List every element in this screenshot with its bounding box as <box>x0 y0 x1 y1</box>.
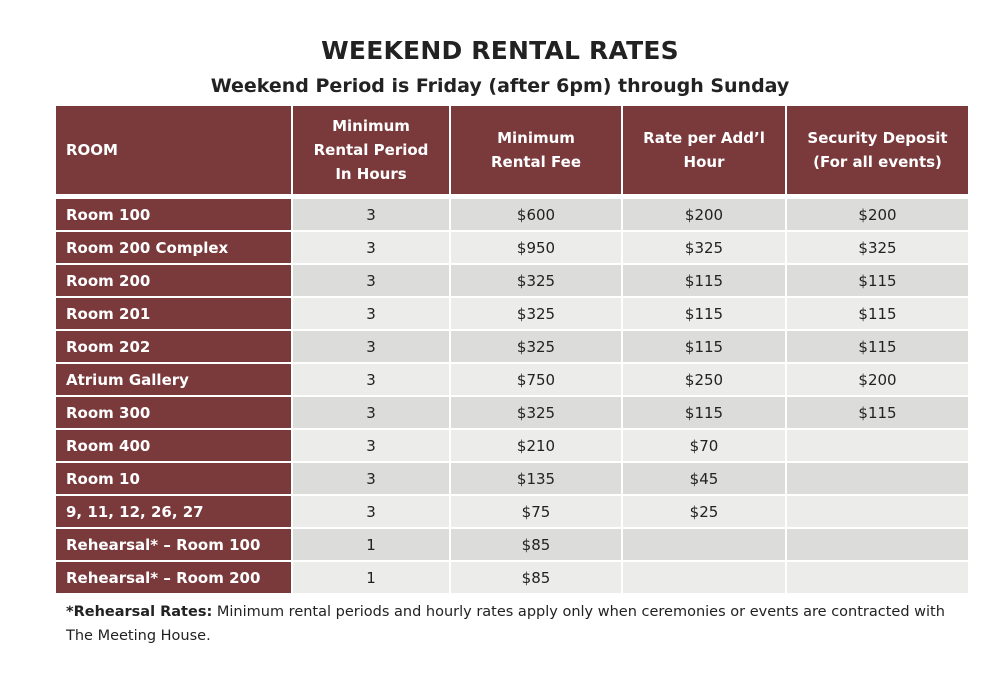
min-fee-cell: $950 <box>451 232 623 265</box>
security-deposit-cell: $115 <box>787 265 968 298</box>
room-name-cell: Room 201 <box>56 298 293 331</box>
hourly-rate-cell: $25 <box>623 496 787 529</box>
room-name-cell: Room 10 <box>56 463 293 496</box>
min-fee-cell: $210 <box>451 430 623 463</box>
min-fee-cell: $325 <box>451 397 623 430</box>
table-row: 9, 11, 12, 26, 27 3 $75 $25 <box>56 496 968 529</box>
hourly-rate-cell <box>623 562 787 595</box>
min-fee-cell: $85 <box>451 529 623 562</box>
security-deposit-cell: $115 <box>787 397 968 430</box>
footnote: *Rehearsal Rates: Minimum rental periods… <box>66 600 946 648</box>
min-fee-cell: $85 <box>451 562 623 595</box>
security-deposit-cell <box>787 562 968 595</box>
room-name-cell: 9, 11, 12, 26, 27 <box>56 496 293 529</box>
min-period-cell: 3 <box>293 232 451 265</box>
table-header-row: ROOM Minimum Rental Period In Hours Mini… <box>56 106 968 194</box>
hourly-rate-cell: $200 <box>623 199 787 232</box>
room-name-cell: Rehearsal* – Room 100 <box>56 529 293 562</box>
room-name-cell: Room 200 <box>56 265 293 298</box>
column-header-security-deposit: Security Deposit (For all events) <box>787 106 968 194</box>
security-deposit-cell <box>787 529 968 562</box>
column-header-min-fee: Minimum Rental Fee <box>451 106 623 194</box>
min-period-cell: 3 <box>293 430 451 463</box>
table-row: Rehearsal* – Room 200 1 $85 <box>56 562 968 595</box>
min-period-cell: 1 <box>293 529 451 562</box>
min-fee-cell: $600 <box>451 199 623 232</box>
table-row: Room 201 3 $325 $115 $115 <box>56 298 968 331</box>
hourly-rate-cell: $115 <box>623 331 787 364</box>
room-name-cell: Rehearsal* – Room 200 <box>56 562 293 595</box>
hourly-rate-cell: $115 <box>623 298 787 331</box>
table-row: Room 10 3 $135 $45 <box>56 463 968 496</box>
min-fee-cell: $75 <box>451 496 623 529</box>
table-row: Room 300 3 $325 $115 $115 <box>56 397 968 430</box>
page-subtitle: Weekend Period is Friday (after 6pm) thr… <box>210 75 790 97</box>
header-separator <box>56 194 968 199</box>
room-name-cell: Room 400 <box>56 430 293 463</box>
room-name-cell: Room 300 <box>56 397 293 430</box>
column-header-min-period: Minimum Rental Period In Hours <box>293 106 451 194</box>
min-fee-cell: $325 <box>451 265 623 298</box>
rental-rates-table: ROOM Minimum Rental Period In Hours Mini… <box>56 106 968 595</box>
security-deposit-cell: $200 <box>787 364 968 397</box>
min-period-cell: 1 <box>293 562 451 595</box>
security-deposit-cell: $325 <box>787 232 968 265</box>
min-fee-cell: $750 <box>451 364 623 397</box>
hourly-rate-cell: $115 <box>623 265 787 298</box>
column-header-hourly-rate: Rate per Add’l Hour <box>623 106 787 194</box>
hourly-rate-cell: $250 <box>623 364 787 397</box>
min-period-cell: 3 <box>293 463 451 496</box>
min-period-cell: 3 <box>293 298 451 331</box>
hourly-rate-cell: $45 <box>623 463 787 496</box>
min-period-cell: 3 <box>293 496 451 529</box>
min-period-cell: 3 <box>293 331 451 364</box>
hourly-rate-cell: $325 <box>623 232 787 265</box>
min-fee-cell: $325 <box>451 298 623 331</box>
hourly-rate-cell: $115 <box>623 397 787 430</box>
min-period-cell: 3 <box>293 364 451 397</box>
table-row: Room 200 3 $325 $115 $115 <box>56 265 968 298</box>
min-fee-cell: $135 <box>451 463 623 496</box>
footnote-text: Minimum rental periods and hourly rates … <box>66 604 945 644</box>
column-header-room: ROOM <box>56 106 293 194</box>
min-fee-cell: $325 <box>451 331 623 364</box>
table-row: Room 202 3 $325 $115 $115 <box>56 331 968 364</box>
room-name-cell: Room 202 <box>56 331 293 364</box>
hourly-rate-cell <box>623 529 787 562</box>
room-name-cell: Room 100 <box>56 199 293 232</box>
table-row: Room 100 3 $600 $200 $200 <box>56 199 968 232</box>
footnote-label: *Rehearsal Rates: <box>66 604 213 620</box>
security-deposit-cell: $115 <box>787 298 968 331</box>
room-name-cell: Room 200 Complex <box>56 232 293 265</box>
table-row: Atrium Gallery 3 $750 $250 $200 <box>56 364 968 397</box>
table-row: Rehearsal* – Room 100 1 $85 <box>56 529 968 562</box>
min-period-cell: 3 <box>293 199 451 232</box>
min-period-cell: 3 <box>293 397 451 430</box>
min-period-cell: 3 <box>293 265 451 298</box>
security-deposit-cell: $115 <box>787 331 968 364</box>
table-row: Room 400 3 $210 $70 <box>56 430 968 463</box>
security-deposit-cell <box>787 430 968 463</box>
page-title: WEEKEND RENTAL RATES <box>321 36 679 65</box>
room-name-cell: Atrium Gallery <box>56 364 293 397</box>
security-deposit-cell <box>787 496 968 529</box>
table-row: Room 200 Complex 3 $950 $325 $325 <box>56 232 968 265</box>
security-deposit-cell: $200 <box>787 199 968 232</box>
hourly-rate-cell: $70 <box>623 430 787 463</box>
security-deposit-cell <box>787 463 968 496</box>
